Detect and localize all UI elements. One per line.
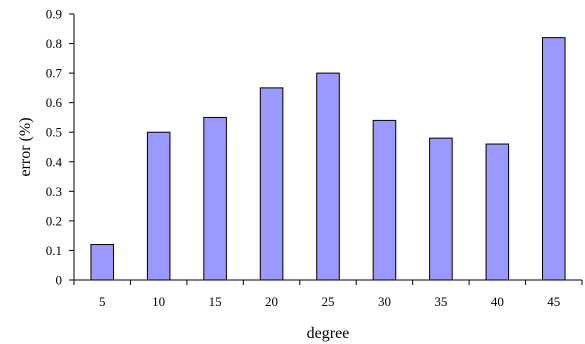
- bar-30: [372, 119, 397, 281]
- y-axis: 0 0.1 0.2 0.3 0.4 0.5 0.6 0.7 0.8 0.9: [46, 7, 75, 288]
- x-tick-label: 25: [322, 294, 335, 309]
- bar-45: [541, 37, 566, 281]
- y-tick-label: 0.3: [46, 184, 62, 199]
- x-tick-label: 40: [491, 294, 504, 309]
- y-tick-label: 0.4: [46, 154, 63, 169]
- y-axis-title: error (%): [17, 117, 34, 176]
- y-tick-label: 0: [56, 273, 63, 288]
- bar-5: [90, 244, 115, 281]
- y-tick-label: 0.6: [46, 95, 63, 110]
- bar-10: [146, 131, 171, 281]
- x-tick-label: 10: [152, 294, 165, 309]
- bars-group: [90, 37, 566, 281]
- x-axis: 5 10 15 20 25 30 35 40 45: [73, 279, 583, 309]
- bar-40: [485, 143, 510, 281]
- y-tick-label: 0.1: [46, 243, 62, 258]
- x-tick-label: 30: [378, 294, 391, 309]
- y-tick-label: 0.7: [46, 66, 63, 81]
- bar-25: [316, 72, 340, 281]
- x-tick-label: 15: [209, 294, 222, 309]
- bar-20: [259, 87, 284, 281]
- bar-35: [429, 137, 453, 281]
- bar-15: [203, 116, 227, 281]
- x-tick-label: 20: [265, 294, 278, 309]
- y-tick-label: 0.9: [46, 7, 62, 22]
- x-tick-label: 5: [99, 294, 106, 309]
- x-tick-label: 35: [434, 294, 447, 309]
- x-tick-label: 45: [547, 294, 560, 309]
- y-tick-label: 0.5: [46, 125, 62, 140]
- y-tick-label: 0.2: [46, 213, 62, 228]
- y-tick-label: 0.8: [46, 36, 62, 51]
- x-axis-title: degree: [307, 325, 350, 342]
